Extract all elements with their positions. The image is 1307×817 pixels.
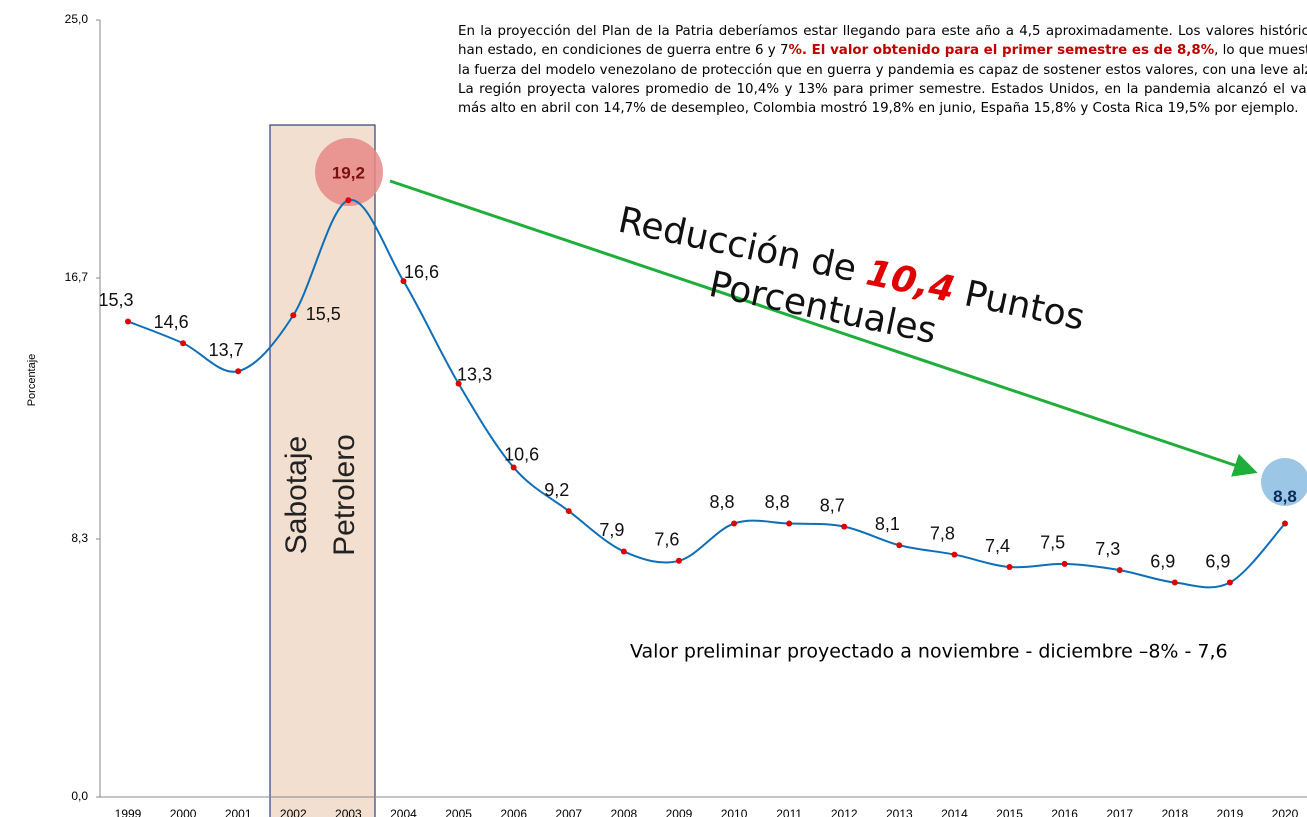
paragraph-highlight: %. El valor obtenido para el primer seme… [788,43,1215,59]
data-point [951,551,958,558]
x-tick-label: 2020 [1272,807,1299,817]
x-tick-label: 2012 [831,807,858,817]
data-point [1171,579,1178,586]
y-tick-label: 16,7 [65,270,89,284]
x-tick-label: 2013 [886,807,913,817]
data-label: 8,8 [710,492,735,512]
x-tick-label: 2009 [666,807,693,817]
x-tick-label: 2000 [170,807,197,817]
x-tick-label: 2007 [555,807,582,817]
data-label: 10,6 [504,444,539,464]
data-label: 8,1 [875,514,900,534]
y-tick-label: 25,0 [65,12,89,26]
data-label: 19,2 [332,164,365,183]
data-label: 16,6 [404,262,439,282]
data-point [510,464,517,471]
x-tick-label: 2010 [721,807,748,817]
x-tick-label: 2008 [611,807,638,817]
data-point [345,197,352,204]
sabotaje-line: Petrolero [328,434,361,556]
data-label: 8,8 [765,492,790,512]
data-label: 7,3 [1095,539,1120,559]
x-tick-label: 2015 [996,807,1023,817]
data-label: 7,5 [1040,533,1065,553]
data-label: 7,8 [930,523,955,543]
data-point [1282,520,1288,527]
paragraph-part: En la proyección del Plan de la Patria d… [458,24,1307,59]
x-tick-label: 2003 [335,807,362,817]
data-label: 15,3 [98,290,133,310]
y-tick-label: 8,3 [71,531,88,545]
x-tick-label: 2006 [500,807,527,817]
y-tick-label: 0,0 [71,789,88,803]
series-line [127,199,1286,589]
sabotaje-label: Sabotaje Petrolero [280,434,361,556]
data-label: 8,8 [1273,487,1297,506]
data-label: 7,4 [985,536,1010,556]
data-point [565,508,572,515]
data-point [125,318,131,325]
data-label: 6,9 [1150,551,1175,571]
x-tick-label: 2005 [445,807,472,817]
data-point [180,340,187,347]
data-point [675,557,682,564]
x-tick-label: 1999 [115,807,142,817]
x-tick-label: 2014 [941,807,968,817]
highlight-circle [1261,458,1307,506]
data-point [1006,564,1013,571]
paragraph-part: , lo que muestra la fuerza del modelo ve… [458,43,1307,117]
data-label: 6,9 [1205,551,1230,571]
x-tick-label: 2011 [776,807,802,817]
data-label: 15,5 [306,304,341,324]
x-tick-label: 2019 [1217,807,1244,817]
preliminar-note: Valor preliminar proyectado a noviembre … [630,641,1228,663]
x-tick-label: 2002 [280,807,307,817]
reduction-label: Reducción de 10,4 Puntos Porcentuales [615,200,1089,352]
sabotaje-box [269,124,376,817]
data-point [731,520,738,527]
x-tick-label: 2016 [1051,807,1078,817]
data-point [841,523,848,530]
highlight-circle [315,138,383,206]
data-point [786,520,793,527]
x-tick-label: 2017 [1106,807,1133,817]
data-label: 9,2 [544,480,569,500]
data-point [290,312,297,319]
x-tick-label: 2001 [225,807,252,817]
data-point [235,368,242,375]
paragraph-box: En la proyección del Plan de la Patria d… [458,22,1307,192]
data-label: 8,7 [820,495,845,515]
data-point [1061,560,1068,567]
data-label: 13,3 [457,364,492,384]
paragraph: En la proyección del Plan de la Patria d… [458,22,1307,118]
reduction-part: Puntos [950,271,1089,339]
x-tick-label: 2004 [390,807,417,817]
x-tick-label: 2018 [1161,807,1188,817]
data-point [1116,567,1123,574]
data-label: 14,6 [154,312,189,332]
data-label: 7,6 [654,530,679,550]
data-point [455,380,462,387]
data-point [620,548,627,555]
data-label: 13,7 [209,340,244,360]
reduction-arrow [389,179,1258,477]
data-point [1226,579,1233,586]
sabotaje-line: Sabotaje [280,436,313,554]
data-point [400,278,407,285]
y-axis-label: Porcentaje [26,354,38,407]
data-label: 7,9 [599,520,624,540]
data-point [896,542,903,549]
